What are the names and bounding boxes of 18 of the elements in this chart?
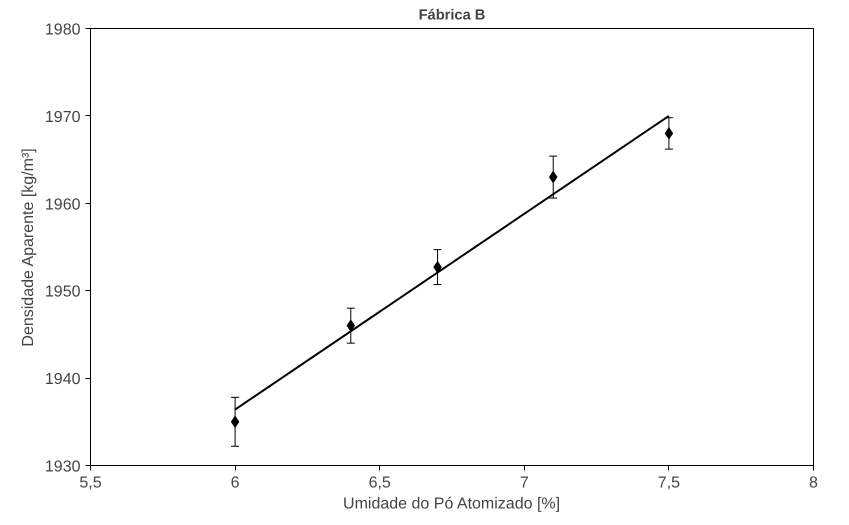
y-axis-title: Densidade Aparente [kg/m³] (20, 148, 37, 347)
x-axis-title: Umidade do Pó Atomizado [%] (343, 496, 560, 512)
point (664, 127, 674, 140)
y-tick-label: 1980 (44, 22, 81, 38)
y-tick-label: 1970 (44, 108, 81, 126)
x-tick-label: 5,5 (79, 474, 102, 492)
x-tick-label: 7 (520, 474, 529, 492)
y-tick-label: 1960 (44, 196, 81, 214)
y-tick-label: 1950 (44, 284, 81, 301)
x-tick-label: 8 (809, 474, 818, 492)
point (433, 261, 442, 274)
y-tick-label: 1930 (44, 458, 81, 476)
chart-title: Fábrica B (418, 8, 486, 24)
y-tick-label: 1940 (44, 371, 81, 388)
x-tick-label: 7,5 (658, 474, 680, 492)
x-tick-label: 6 (230, 474, 240, 492)
x-tick-label: 6,5 (368, 474, 391, 492)
point (230, 416, 240, 428)
